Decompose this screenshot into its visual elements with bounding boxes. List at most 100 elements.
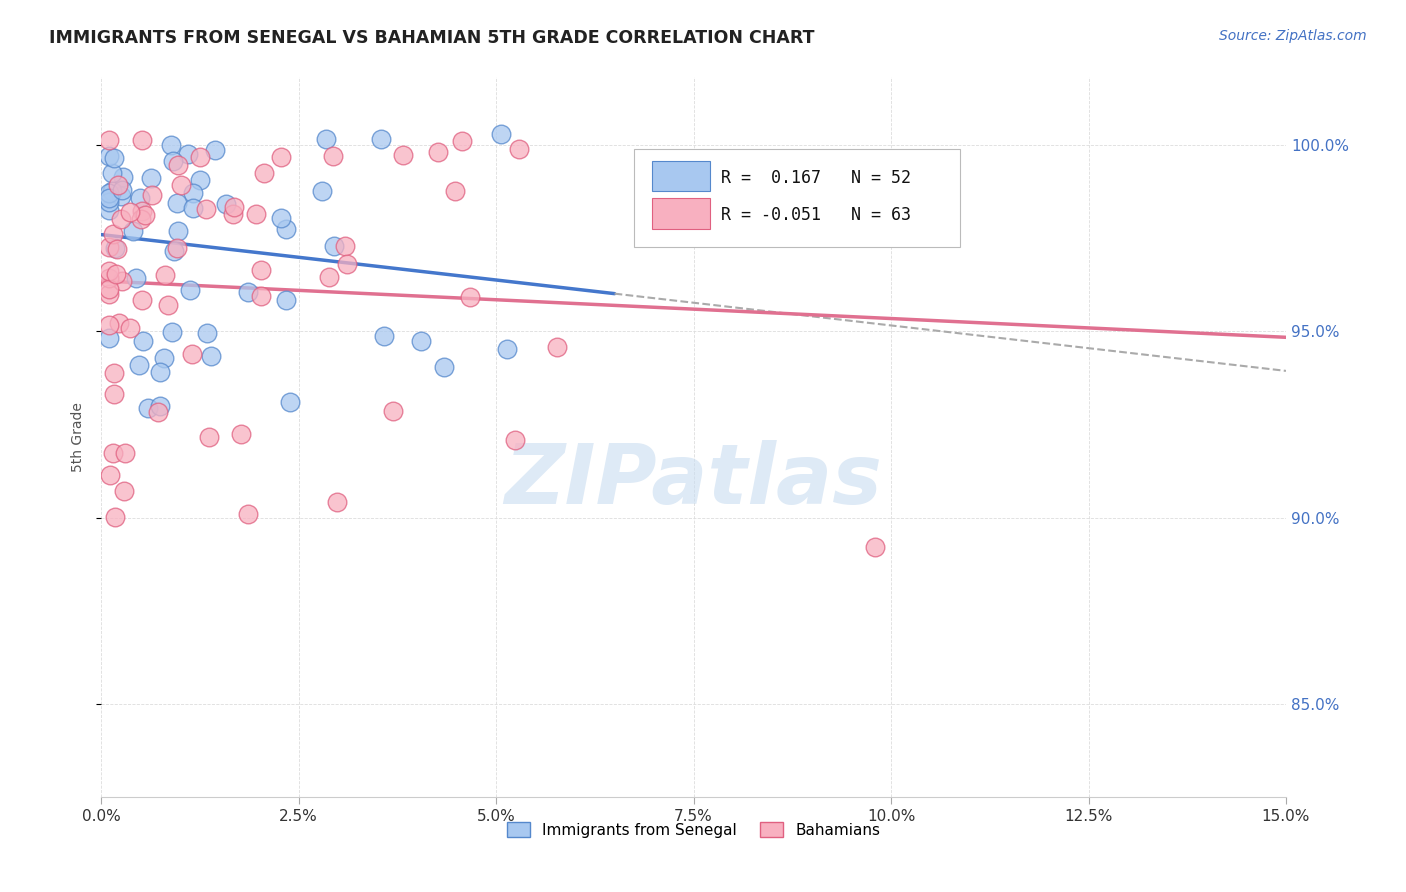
Point	[224, 200, 246, 214]
Point	[149, 399, 172, 413]
Point	[128, 358, 150, 372]
Point	[508, 142, 530, 156]
Point	[443, 184, 465, 198]
Point	[98, 194, 121, 209]
Point	[100, 166, 122, 180]
Text: Source: ZipAtlas.com: Source: ZipAtlas.com	[1219, 29, 1367, 43]
Point	[162, 153, 184, 168]
Point	[103, 151, 125, 165]
Point	[188, 150, 211, 164]
Point	[333, 239, 356, 253]
Point	[373, 329, 395, 343]
Point	[166, 196, 188, 211]
Point	[149, 365, 172, 379]
Point	[238, 508, 260, 522]
Point	[108, 316, 131, 330]
Point	[326, 495, 349, 509]
Point	[451, 134, 474, 148]
Point	[160, 138, 183, 153]
Point	[322, 149, 344, 163]
Point	[134, 208, 156, 222]
Point	[129, 212, 152, 227]
Point	[181, 186, 204, 201]
Y-axis label: 5th Grade: 5th Grade	[72, 402, 86, 473]
Point	[274, 222, 297, 236]
Point	[318, 270, 340, 285]
Point	[181, 347, 204, 361]
Point	[177, 147, 200, 161]
Point	[204, 144, 226, 158]
Point	[195, 202, 218, 216]
Point	[98, 287, 121, 301]
Point	[131, 293, 153, 307]
Point	[865, 541, 887, 555]
Point	[98, 240, 121, 254]
Point	[391, 148, 413, 162]
Point	[104, 241, 127, 255]
Point	[120, 320, 142, 334]
Point	[278, 394, 301, 409]
Point	[141, 171, 163, 186]
Point	[101, 446, 124, 460]
Point	[270, 211, 292, 225]
Text: IMMIGRANTS FROM SENEGAL VS BAHAMIAN 5TH GRADE CORRELATION CHART: IMMIGRANTS FROM SENEGAL VS BAHAMIAN 5TH …	[49, 29, 814, 46]
Point	[382, 404, 405, 418]
Point	[496, 343, 519, 357]
Point	[409, 334, 432, 348]
Point	[98, 271, 121, 285]
Point	[111, 183, 134, 197]
Point	[105, 267, 128, 281]
Point	[274, 293, 297, 307]
Point	[136, 401, 159, 415]
Point	[98, 148, 121, 162]
Point	[426, 145, 449, 160]
Point	[131, 133, 153, 147]
Point	[170, 178, 193, 192]
Point	[489, 127, 512, 141]
Point	[98, 186, 121, 200]
Point	[103, 366, 125, 380]
FancyBboxPatch shape	[634, 150, 960, 247]
Point	[166, 241, 188, 255]
Point	[98, 191, 121, 205]
Point	[98, 468, 121, 483]
Point	[181, 201, 204, 215]
Point	[162, 325, 184, 339]
Point	[98, 331, 121, 345]
Point	[503, 433, 526, 447]
Point	[110, 274, 132, 288]
Point	[458, 290, 481, 304]
Text: R = -0.051   N = 63: R = -0.051 N = 63	[721, 206, 911, 224]
Point	[131, 334, 153, 349]
Point	[107, 178, 129, 192]
Point	[245, 207, 267, 221]
Point	[311, 184, 333, 198]
Point	[222, 207, 245, 221]
Text: ZIPatlas: ZIPatlas	[505, 440, 883, 521]
Point	[110, 188, 132, 202]
Point	[141, 187, 163, 202]
Point	[315, 132, 337, 146]
Point	[195, 326, 218, 340]
Point	[215, 196, 238, 211]
Point	[166, 223, 188, 237]
Point	[128, 191, 150, 205]
Point	[229, 426, 252, 441]
Point	[236, 285, 259, 299]
Point	[101, 184, 124, 198]
Point	[179, 283, 201, 297]
Point	[105, 242, 128, 256]
Point	[162, 244, 184, 259]
Point	[111, 170, 134, 185]
Point	[104, 510, 127, 524]
Point	[198, 430, 221, 444]
Point	[146, 404, 169, 418]
Point	[370, 132, 392, 146]
Point	[98, 263, 121, 277]
Point	[98, 282, 121, 296]
Point	[200, 349, 222, 363]
Legend: Immigrants from Senegal, Bahamians: Immigrants from Senegal, Bahamians	[501, 815, 886, 844]
Point	[98, 318, 121, 332]
Point	[98, 202, 121, 217]
FancyBboxPatch shape	[652, 198, 710, 228]
